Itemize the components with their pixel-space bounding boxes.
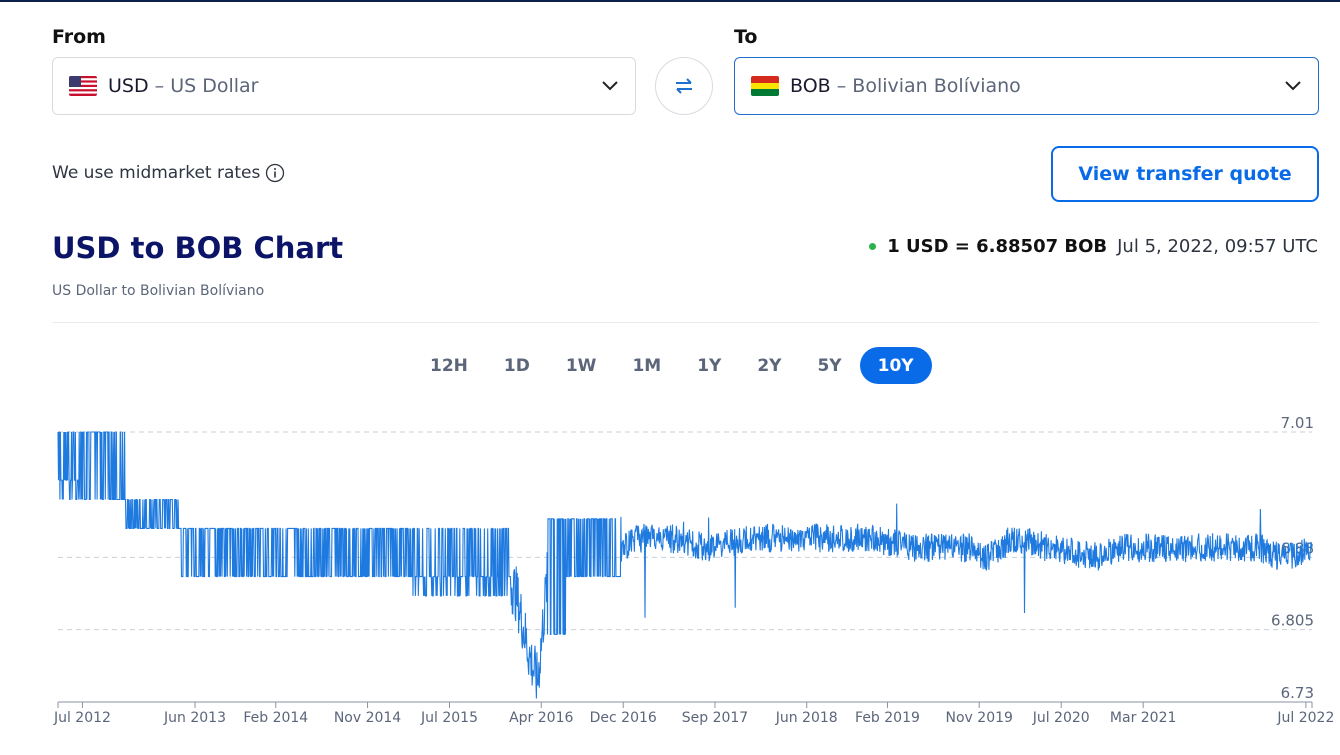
from-currency-code: USD [108,75,149,97]
bolivia-flag-icon [751,76,779,96]
x-tick-label: Jul 2020 [1032,710,1090,726]
live-status-dot [869,243,877,250]
x-tick-label: Feb 2019 [855,710,920,726]
x-tick-label: Jun 2018 [775,710,838,726]
x-tick-label: Feb 2014 [243,710,308,726]
y-tick-label: 6.73 [1281,684,1314,702]
from-currency-separator: – [148,75,171,97]
x-tick-label: Sep 2017 [682,710,748,726]
x-tick-label: Mar 2021 [1110,710,1177,726]
live-rate-timestamp: Jul 5, 2022, 09:57 UTC [1117,236,1318,257]
x-tick-label: Nov 2014 [334,710,401,726]
range-5y[interactable]: 5Y [817,355,842,376]
from-currency-select[interactable]: USD – US Dollar [52,57,636,115]
x-tick-label: Apr 2016 [509,710,573,726]
to-currency-select[interactable]: BOB – Bolivian Bolíviano [734,57,1319,115]
divider [52,322,1319,323]
view-transfer-quote-button[interactable]: View transfer quote [1051,146,1319,202]
range-1d[interactable]: 1D [503,355,530,376]
x-tick-label: Jul 2012 [53,710,111,726]
range-1w[interactable]: 1W [565,355,597,376]
to-label: To [734,26,758,48]
range-10y[interactable]: 10Y [859,347,932,384]
midmarket-note: We use midmarket rates [52,163,285,183]
to-currency-name: Bolivian Bolíviano [852,75,1021,97]
chevron-down-icon [1285,81,1301,91]
x-tick-label: Jul 2022 [1276,710,1334,726]
x-tick-label: Nov 2019 [946,710,1013,726]
chevron-down-icon [602,81,618,91]
range-12h[interactable]: 12H [430,355,468,376]
from-label: From [52,26,106,48]
y-tick-label: 7.01 [1281,414,1314,432]
time-range-selector: 12H 1D 1W 1M 1Y 2Y 5Y 10Y [412,347,932,384]
chart-subtitle: US Dollar to Bolivian Bolíviano [52,283,265,299]
live-rate-value: 1 USD = 6.88507 BOB [887,236,1108,257]
to-currency-code: BOB [790,75,831,97]
from-currency-name: US Dollar [170,75,259,97]
midmarket-note-text: We use midmarket rates [52,163,261,183]
live-rate: 1 USD = 6.88507 BOB Jul 5, 2022, 09:57 U… [869,236,1318,257]
range-1m[interactable]: 1M [632,355,662,376]
range-2y[interactable]: 2Y [757,355,782,376]
us-flag-icon [69,76,97,96]
y-tick-label: 6.805 [1271,612,1314,630]
range-1y[interactable]: 1Y [697,355,722,376]
x-tick-label: Jul 2015 [420,710,478,726]
swap-currencies-button[interactable] [655,57,713,115]
chart-title: USD to BOB Chart [52,231,344,265]
x-tick-label: Dec 2016 [590,710,657,726]
swap-icon [676,78,692,94]
series-line [57,431,1313,699]
info-icon[interactable] [265,163,285,183]
x-tick-label: Jun 2013 [163,710,226,726]
to-currency-separator: – [830,75,853,97]
